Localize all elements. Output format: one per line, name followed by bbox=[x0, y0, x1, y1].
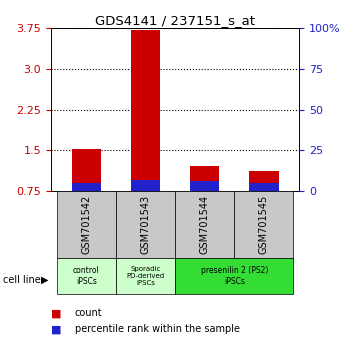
Bar bbox=[116, 258, 175, 294]
Bar bbox=[131, 180, 160, 191]
Bar bbox=[234, 191, 293, 258]
Text: GSM701544: GSM701544 bbox=[200, 195, 210, 255]
Text: ▶: ▶ bbox=[41, 275, 48, 285]
Bar bbox=[175, 258, 293, 294]
Bar bbox=[131, 30, 160, 191]
Bar bbox=[190, 181, 219, 191]
Text: percentile rank within the sample: percentile rank within the sample bbox=[75, 324, 240, 334]
Bar bbox=[72, 149, 101, 191]
Bar bbox=[249, 183, 278, 191]
Text: GSM701545: GSM701545 bbox=[259, 195, 269, 255]
Bar bbox=[190, 166, 219, 191]
Text: GSM701542: GSM701542 bbox=[82, 195, 91, 255]
Bar bbox=[57, 258, 116, 294]
Bar bbox=[57, 191, 116, 258]
Text: cell line: cell line bbox=[3, 275, 41, 285]
Bar bbox=[175, 191, 234, 258]
Text: Sporadic
PD-derived
iPSCs: Sporadic PD-derived iPSCs bbox=[126, 266, 165, 286]
Text: ■: ■ bbox=[51, 308, 62, 318]
Text: control
iPSCs: control iPSCs bbox=[73, 267, 100, 286]
Text: count: count bbox=[75, 308, 102, 318]
Bar bbox=[116, 191, 175, 258]
Bar bbox=[72, 183, 101, 191]
Text: ■: ■ bbox=[51, 324, 62, 334]
Title: GDS4141 / 237151_s_at: GDS4141 / 237151_s_at bbox=[95, 14, 255, 27]
Text: presenilin 2 (PS2)
iPSCs: presenilin 2 (PS2) iPSCs bbox=[201, 267, 268, 286]
Bar bbox=[249, 171, 278, 191]
Text: GSM701543: GSM701543 bbox=[140, 195, 151, 255]
